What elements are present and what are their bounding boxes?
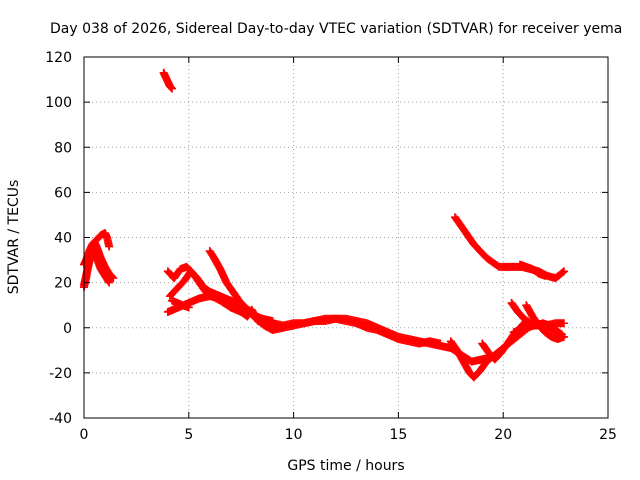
series-track-j <box>237 305 508 366</box>
x-tick-label: 10 <box>285 427 303 443</box>
series-track-h <box>168 296 193 312</box>
series-track-n <box>450 213 568 283</box>
y-tick-label: 60 <box>54 185 72 201</box>
x-tick-label: 0 <box>80 427 89 443</box>
y-tick-label: 100 <box>45 95 72 111</box>
data-point <box>541 271 550 280</box>
data-points <box>80 68 568 382</box>
x-axis-label: GPS time / hours <box>287 458 404 474</box>
x-tick-label: 15 <box>389 427 407 443</box>
axis-ticks: 0 5 10 15 20 25 -40 -20 0 20 40 60 80 100 120 <box>45 50 617 443</box>
y-tick-label: 40 <box>54 231 72 247</box>
data-point <box>184 303 193 312</box>
y-tick-label: 120 <box>45 50 72 66</box>
data-point <box>109 274 118 283</box>
series-track-c <box>80 247 114 289</box>
x-tick-label: 25 <box>599 427 617 443</box>
series-track-o <box>515 260 550 280</box>
data-point <box>104 277 113 286</box>
data-point <box>105 278 114 287</box>
series-track-m <box>478 316 531 364</box>
data-point <box>166 83 175 92</box>
data-point <box>559 332 568 341</box>
data-point <box>168 84 177 93</box>
y-tick-label: 0 <box>63 321 72 337</box>
data-point <box>559 319 568 328</box>
series-track-d <box>159 68 177 93</box>
x-tick-label: 5 <box>184 427 193 443</box>
y-tick-label: 80 <box>54 140 72 156</box>
data-point <box>559 267 568 276</box>
y-tick-label: 20 <box>54 276 72 292</box>
data-point <box>105 242 114 251</box>
series-track-k <box>258 314 445 348</box>
data-point <box>436 339 445 348</box>
y-tick-label: -40 <box>49 411 72 427</box>
y-axis-label: SDTVAR / TECUs <box>6 180 22 295</box>
data-point <box>558 268 567 277</box>
grid <box>84 57 608 418</box>
y-tick-label: -20 <box>49 366 72 382</box>
x-tick-label: 20 <box>494 427 512 443</box>
chart-title: Day 038 of 2026, Sidereal Day-to-day VTE… <box>50 21 622 37</box>
series-track-r <box>509 319 568 337</box>
plot-frame <box>83 56 609 419</box>
